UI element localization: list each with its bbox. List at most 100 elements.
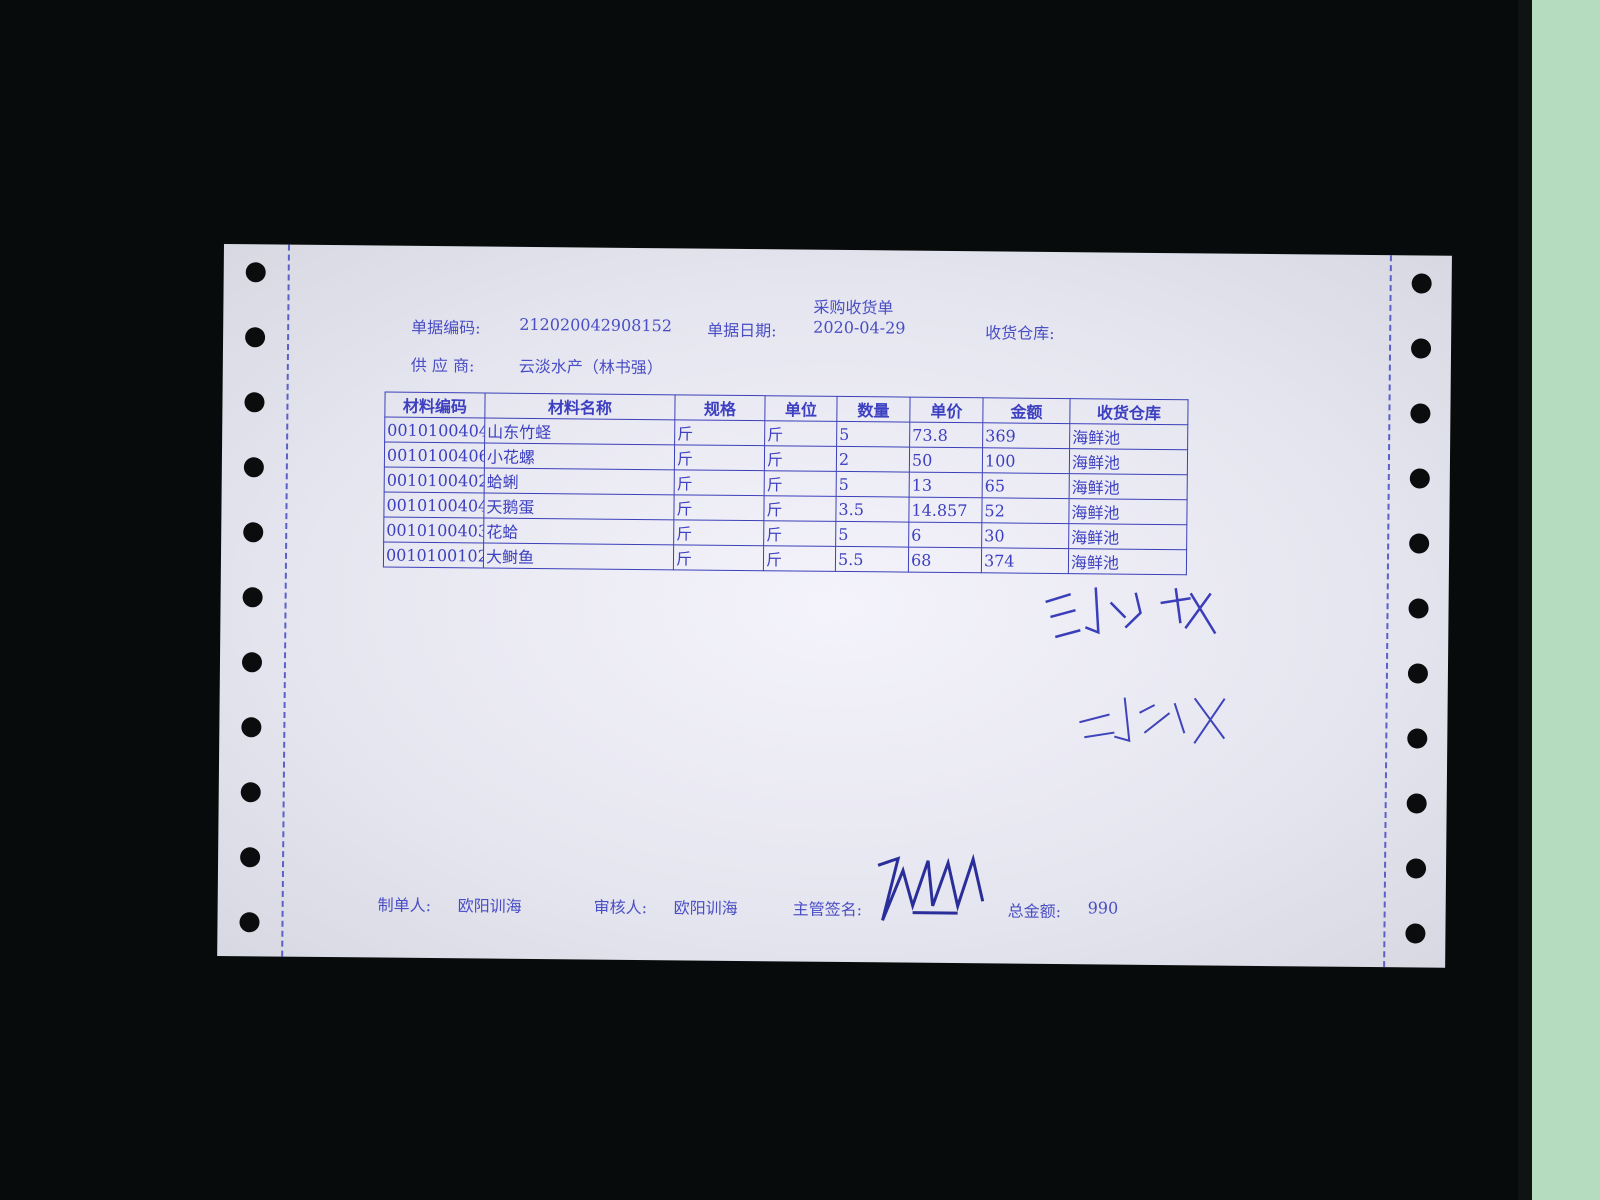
table-cell: 0010100406 <box>384 442 485 469</box>
perforation-right <box>1383 255 1392 968</box>
table-cell: 5.5 <box>835 546 909 573</box>
table-cell: 斤 <box>674 469 765 496</box>
table-cell: 海鲜池 <box>1069 473 1188 500</box>
table-cell: 65 <box>982 472 1070 499</box>
handwritten-signature-2 <box>1079 697 1226 744</box>
tractor-feed-hole <box>1411 273 1432 294</box>
table-cell: 斤 <box>763 495 837 522</box>
tractor-feed-hole <box>1405 858 1427 879</box>
tractor-feed-hole <box>239 912 260 933</box>
table-cell: 山东竹蛏 <box>484 418 675 445</box>
table-cell: 2 <box>836 446 910 473</box>
receipt-paper: 采购收货单 单据编码: 212020042908152 单据日期: 2020-0… <box>217 244 1452 968</box>
tractor-feed-hole <box>240 847 261 868</box>
table-cell: 斤 <box>674 444 765 471</box>
table-cell: 369 <box>982 422 1070 449</box>
column-header: 收货仓库 <box>1069 398 1189 425</box>
tractor-feed-hole <box>243 457 264 478</box>
table-cell: 斤 <box>764 420 837 447</box>
table-cell: 海鲜池 <box>1069 423 1188 450</box>
tractor-feed-hole <box>1409 468 1430 489</box>
background-green-strip <box>1532 0 1600 1200</box>
tractor-feed-hole <box>1408 598 1429 619</box>
table-cell: 0010100404 <box>384 417 485 444</box>
tractor-feed-hole <box>1410 338 1432 359</box>
reviewer-label: 审核人: <box>593 897 648 918</box>
tractor-feed-hole <box>240 782 261 803</box>
column-header: 材料名称 <box>484 393 676 420</box>
table-cell: 73.8 <box>909 422 983 448</box>
table-cell: 6 <box>908 522 982 548</box>
table-cell: 斤 <box>673 519 764 546</box>
table-cell: 斤 <box>764 445 837 472</box>
tractor-feed-hole <box>1410 403 1431 424</box>
table-cell: 0010100404 <box>383 492 485 519</box>
document-title: 采购收货单 <box>813 297 894 318</box>
table-cell: 斤 <box>764 470 837 497</box>
table-cell: 0010100102 <box>383 542 484 569</box>
tractor-feed-hole <box>1407 728 1428 749</box>
background-edge <box>1518 0 1532 1200</box>
tractor-feed-hole <box>1405 923 1426 944</box>
tractor-feed-hole <box>1406 793 1427 814</box>
items-table: 材料编码 材料名称 规格 单位 数量 单价 金额 收货仓库 0010100404 山东竹蛏斤斤 5… <box>383 392 1189 576</box>
reviewer: 欧阳训海 <box>673 898 738 918</box>
table-cell: 100 <box>982 447 1070 474</box>
tractor-feed-hole <box>241 652 263 673</box>
tractor-feed-hole <box>242 587 263 608</box>
maker-label: 制单人: <box>377 895 432 916</box>
total-label: 总金额: <box>1007 901 1062 922</box>
table-cell: 斤 <box>763 545 836 572</box>
doc-date: 2020-04-29 <box>813 317 906 338</box>
doc-number-label: 单据编码: <box>411 317 481 338</box>
warehouse-label: 收货仓库: <box>985 323 1055 343</box>
supervisor-label: 主管签名: <box>792 899 863 920</box>
table-cell: 14.857 <box>908 497 983 523</box>
table-cell: 0010100403 <box>383 517 484 544</box>
column-header: 规格 <box>674 394 766 421</box>
tractor-feed-hole <box>1407 663 1429 684</box>
column-header: 材料编码 <box>384 392 486 419</box>
table-cell: 海鲜池 <box>1068 548 1187 575</box>
table-cell: 13 <box>909 472 983 498</box>
doc-number: 212020042908152 <box>519 314 673 336</box>
table-cell: 5 <box>836 421 910 448</box>
table-cell: 5 <box>836 471 910 498</box>
supplier-label: 供 应 商: <box>410 355 475 376</box>
perforation-left <box>281 244 290 957</box>
total-amount: 990 <box>1087 898 1119 918</box>
table-cell: 大鲥鱼 <box>483 543 674 570</box>
table-cell: 374 <box>981 547 1069 574</box>
tractor-feed-hole <box>241 717 262 738</box>
supervisor-signature <box>877 853 985 921</box>
table-cell: 52 <box>981 497 1070 524</box>
table-cell: 0010100402 <box>384 467 485 494</box>
column-header: 金额 <box>982 397 1071 424</box>
table-cell: 5 <box>835 521 909 548</box>
handwritten-signature-1 <box>1045 587 1217 639</box>
table-cell: 斤 <box>673 494 765 521</box>
maker: 欧阳训海 <box>457 896 522 916</box>
table-cell: 斤 <box>674 419 765 446</box>
table-cell: 蛤蜊 <box>484 468 675 495</box>
table-cell: 68 <box>908 547 982 573</box>
supplier: 云淡水产（林书强） <box>518 356 663 378</box>
tractor-feed-hole <box>243 522 264 543</box>
tractor-feed-hole <box>244 392 265 413</box>
table-cell: 30 <box>981 522 1069 549</box>
doc-date-label: 单据日期: <box>707 320 777 341</box>
table-cell: 天鹅蛋 <box>483 493 675 520</box>
table-cell: 斤 <box>673 544 764 571</box>
tractor-feed-hole <box>1409 533 1430 554</box>
table-cell: 3.5 <box>835 496 910 523</box>
table-cell: 海鲜池 <box>1068 523 1187 550</box>
table-cell: 花蛤 <box>483 518 674 545</box>
tractor-feed-hole <box>245 262 266 283</box>
table-cell: 小花螺 <box>484 443 675 470</box>
table-cell: 海鲜池 <box>1069 448 1188 475</box>
column-header: 单价 <box>909 397 984 423</box>
table-cell: 50 <box>909 447 983 473</box>
tractor-feed-hole <box>245 327 266 348</box>
table-cell: 海鲜池 <box>1068 498 1188 525</box>
column-header: 单位 <box>764 395 838 422</box>
